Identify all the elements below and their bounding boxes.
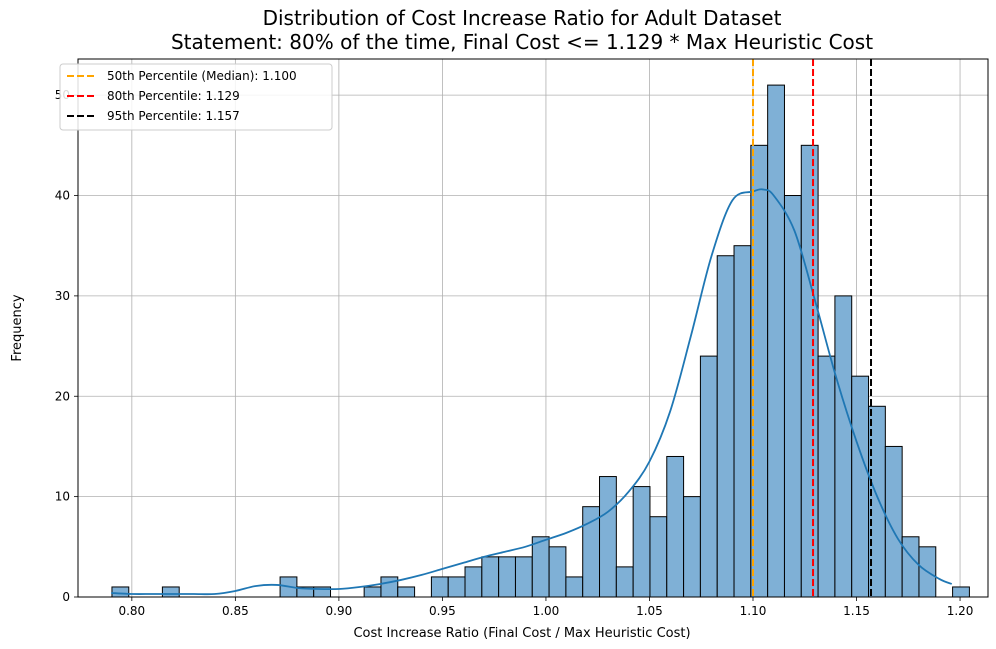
histogram-bar <box>582 506 601 598</box>
x-axis-ticks: 0.80 0.85 0.90 0.95 1.00 1.05 1.10 1.15 1.20 <box>118 597 973 618</box>
histogram-bar <box>481 556 500 598</box>
histogram-bar <box>666 455 685 598</box>
histogram-bar <box>952 586 970 598</box>
histogram-bar <box>851 375 870 598</box>
histogram-bar <box>514 556 533 598</box>
histogram-bar <box>161 586 180 598</box>
x-tick-label: 0.85 <box>222 604 249 618</box>
x-tick-label: 1.00 <box>533 604 560 618</box>
legend-label: 95th Percentile: 1.157 <box>107 109 240 123</box>
y-tick-label: 0 <box>62 590 70 604</box>
x-tick-label: 1.20 <box>947 604 974 618</box>
histogram-bar <box>632 486 651 598</box>
histogram-bar <box>716 255 735 598</box>
histogram-bar <box>834 295 853 598</box>
histogram-bar <box>800 144 819 598</box>
histogram-bar <box>683 496 701 598</box>
legend-label: 80th Percentile: 1.129 <box>107 89 240 103</box>
y-tick-label: 20 <box>55 389 70 403</box>
x-tick-label: 1.15 <box>843 604 870 618</box>
histogram-bar <box>498 556 516 598</box>
kde-curve-group <box>111 188 953 596</box>
y-axis-label: Frequency <box>10 294 25 361</box>
histogram-bar <box>111 586 130 598</box>
histogram-bar <box>565 576 584 598</box>
plot-frame <box>77 58 989 598</box>
histogram-bar <box>430 576 449 598</box>
histogram-bar <box>783 195 802 598</box>
histogram-bar <box>380 576 399 598</box>
legend: 50th Percentile (Median): 1.100 80th Perc… <box>59 63 333 131</box>
legend-label: 50th Percentile (Median): 1.100 <box>107 69 297 83</box>
kde-curve <box>111 188 953 596</box>
x-tick-label: 0.95 <box>429 604 456 618</box>
x-axis-label: Cost Increase Ratio (Final Cost / Max He… <box>353 626 690 641</box>
y-tick-label: 30 <box>55 289 70 303</box>
x-tick-label: 0.90 <box>326 604 353 618</box>
histogram-bar <box>363 586 382 598</box>
histogram-bar <box>397 586 416 598</box>
y-tick-label: 10 <box>55 490 70 504</box>
histogram-bar <box>447 576 466 598</box>
histogram-bar <box>699 355 718 598</box>
histogram-bar <box>767 84 785 598</box>
y-axis-ticks: 01020304050 <box>55 88 78 604</box>
histogram-bar <box>649 516 668 598</box>
histogram-bar <box>464 566 483 598</box>
x-tick-label: 1.05 <box>636 604 663 618</box>
histogram-bar <box>817 355 836 598</box>
histogram-bar <box>901 536 920 598</box>
histogram-bar <box>733 245 752 598</box>
histogram-bar <box>531 536 550 598</box>
x-tick-label: 0.80 <box>118 604 145 618</box>
histogram-bar <box>548 546 567 598</box>
histogram-bar <box>599 476 617 598</box>
histogram-bars <box>111 84 970 598</box>
y-tick-label: 40 <box>55 189 70 203</box>
histogram-bar <box>615 566 634 598</box>
legend-box <box>59 63 333 131</box>
x-tick-label: 1.10 <box>740 604 767 618</box>
chart-title-line1: Distribution of Cost Increase Ratio for … <box>263 6 782 30</box>
chart-title-line2: Statement: 80% of the time, Final Cost <… <box>171 30 873 54</box>
